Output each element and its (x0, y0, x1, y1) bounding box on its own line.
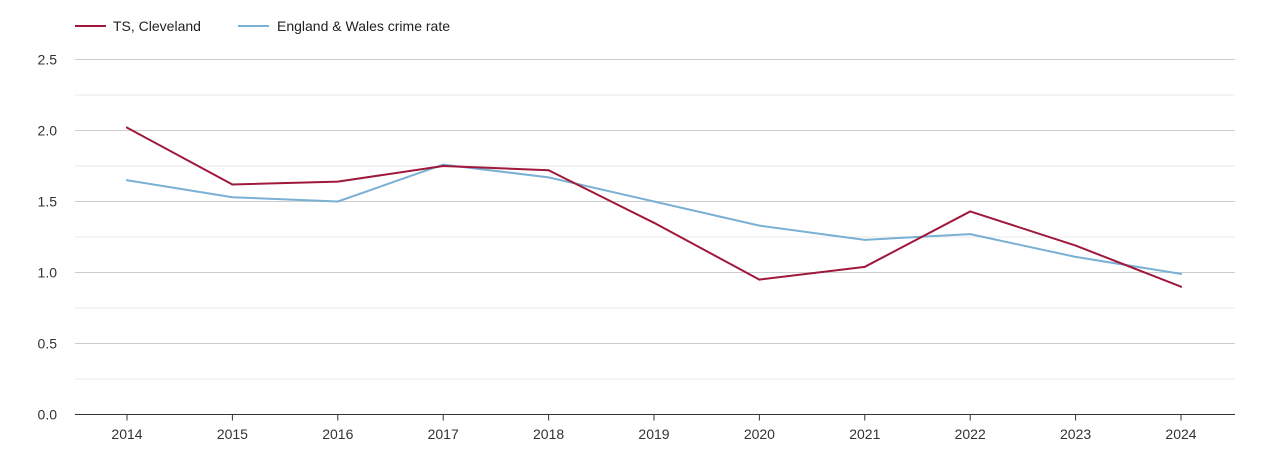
x-tick-label: 2014 (111, 426, 142, 442)
x-tick-label: 2018 (533, 426, 564, 442)
data-point-ts-cleveland (863, 265, 866, 268)
data-point-ts-cleveland (969, 210, 972, 213)
data-point-ts-cleveland (442, 165, 445, 167)
series-line-england-wales-crime-rate (126, 163, 1182, 275)
y-axis-ticks: 0.0 0.5 1.0 1.5 2.0 2.5 (38, 52, 58, 423)
x-tick-label: 2015 (217, 426, 248, 442)
data-point-england-wales-crime-rate (547, 176, 550, 179)
legend: TS, Cleveland England & Wales crime rate (75, 18, 450, 34)
x-tick-label: 2024 (1165, 426, 1196, 442)
series-line-ts-cleveland (126, 126, 1182, 288)
x-tick-label: 2016 (322, 426, 353, 442)
y-tick-label: 0.0 (38, 407, 58, 423)
x-tick-label: 2023 (1060, 426, 1091, 442)
x-tick-label: 2017 (428, 426, 459, 442)
data-point-ts-cleveland (1074, 244, 1077, 247)
data-point-england-wales-crime-rate (231, 196, 234, 199)
data-point-ts-cleveland (336, 180, 339, 183)
data-point-ts-cleveland (653, 221, 655, 224)
x-tick-label: 2020 (744, 426, 775, 442)
y-tick-label: 1.5 (38, 194, 58, 210)
y-tick-label: 2.5 (38, 52, 58, 68)
data-point-england-wales-crime-rate (1074, 255, 1077, 258)
x-tick-label: 2019 (638, 426, 669, 442)
data-point-ts-cleveland (126, 126, 128, 129)
series-group (126, 126, 1182, 288)
x-tick-label: 2022 (955, 426, 986, 442)
data-point-ts-cleveland (1180, 285, 1182, 288)
data-point-england-wales-crime-rate (863, 238, 866, 241)
y-tick-label: 0.5 (38, 336, 58, 352)
grid (75, 59, 1235, 380)
data-point-ts-cleveland (547, 169, 550, 172)
data-point-england-wales-crime-rate (126, 179, 128, 182)
x-tick-label: 2021 (849, 426, 880, 442)
data-point-england-wales-crime-rate (653, 200, 655, 203)
y-tick-label: 2.0 (38, 123, 58, 139)
legend-item-ts-cleveland[interactable]: TS, Cleveland (75, 18, 201, 34)
legend-label-ts-cleveland: TS, Cleveland (113, 18, 201, 34)
data-point-ts-cleveland (758, 278, 761, 281)
legend-item-england-wales[interactable]: England & Wales crime rate (238, 18, 450, 34)
data-point-england-wales-crime-rate (969, 233, 972, 236)
legend-label-england-wales: England & Wales crime rate (277, 18, 450, 34)
data-point-england-wales-crime-rate (336, 200, 339, 203)
y-tick-label: 1.0 (38, 265, 58, 281)
data-point-england-wales-crime-rate (758, 224, 761, 227)
data-point-ts-cleveland (231, 183, 234, 186)
x-axis-ticks: 2014 2015 2016 2017 2018 2019 2020 2021 2022 2023… (111, 414, 1197, 442)
data-point-england-wales-crime-rate (1180, 272, 1182, 275)
